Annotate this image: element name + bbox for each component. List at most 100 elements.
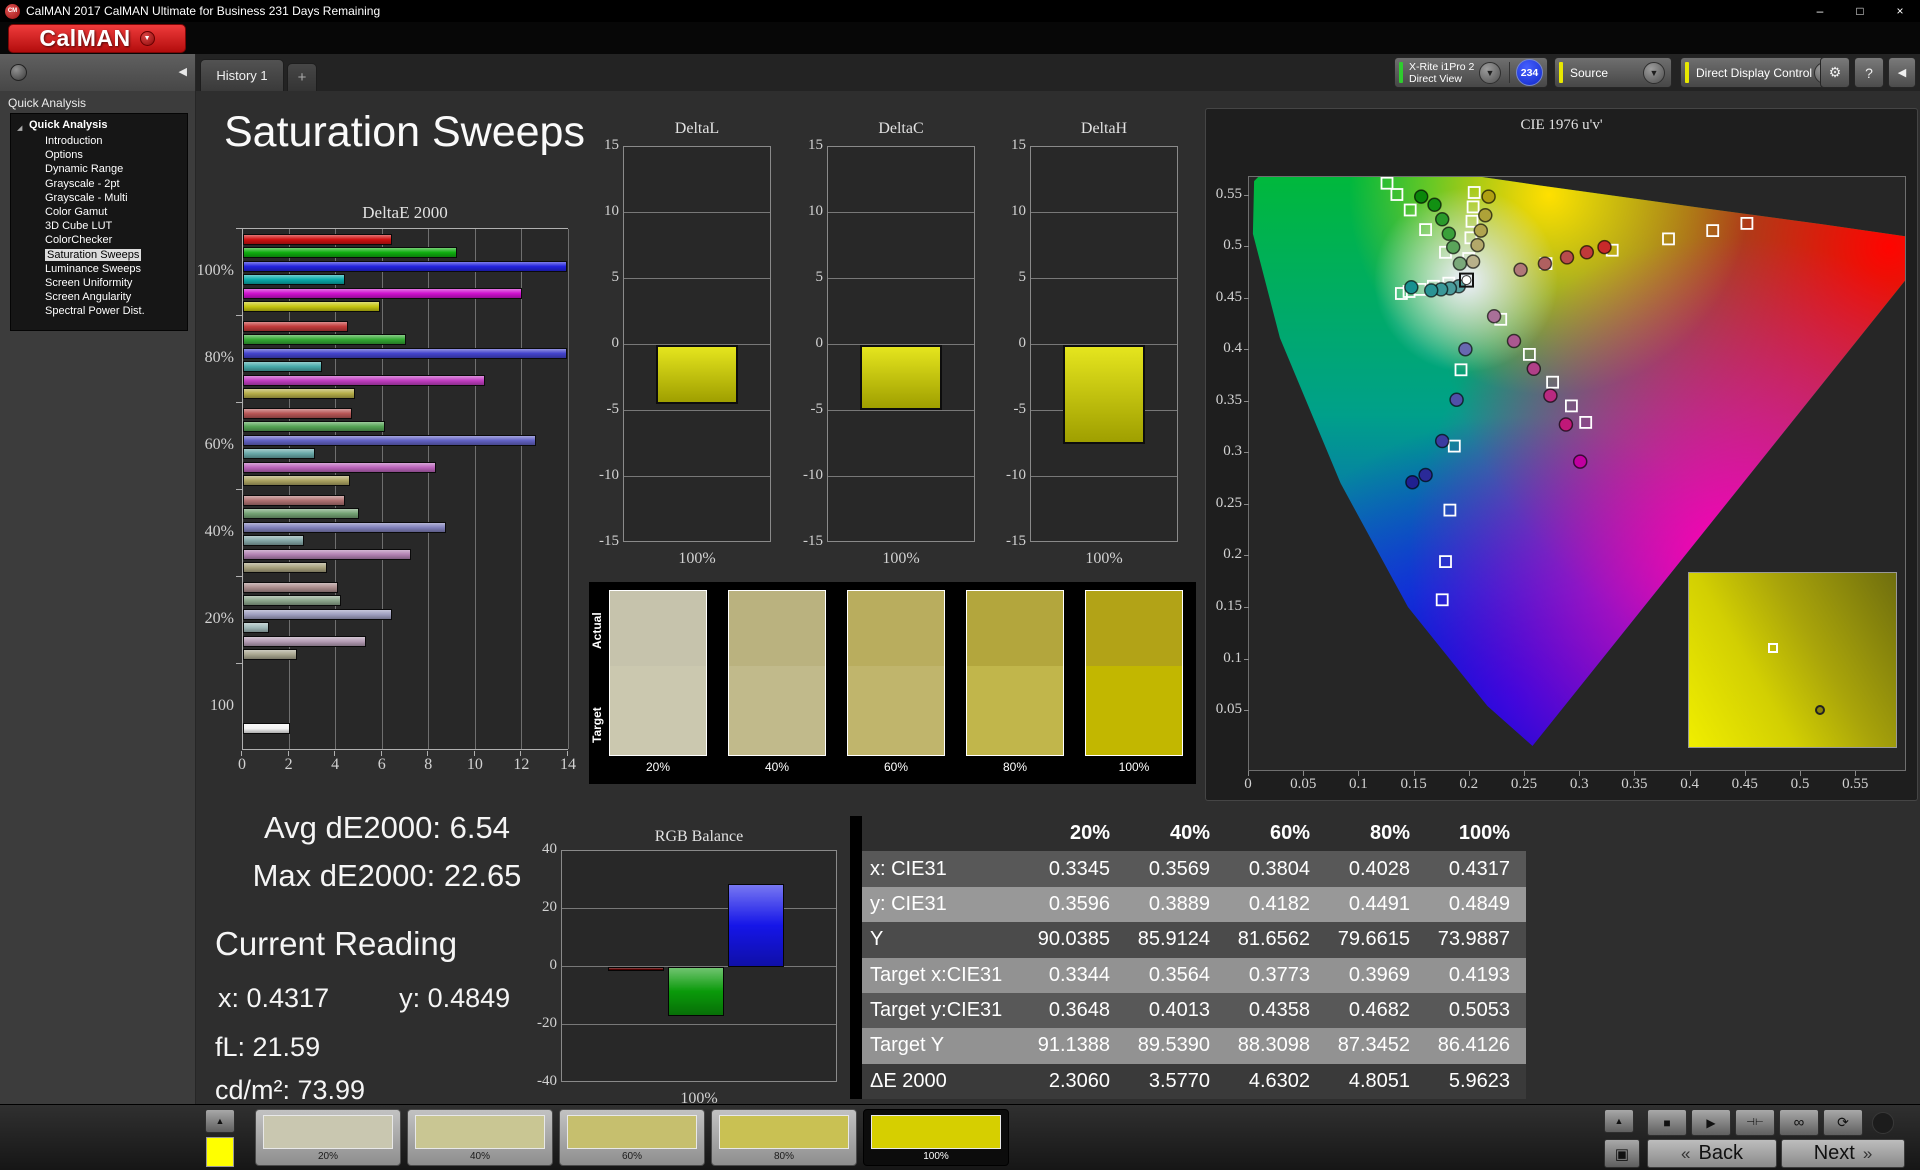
refresh-button[interactable]: ⟳ <box>1823 1109 1863 1136</box>
table-cell: 0.4317 <box>1448 857 1510 880</box>
pattern-button-60%[interactable]: 60% <box>559 1109 705 1166</box>
sidebar-item-luminance-sweeps[interactable]: Luminance Sweeps <box>45 262 142 275</box>
ytick-label: -5 <box>810 401 824 417</box>
ytick-label: 15 <box>1011 137 1026 153</box>
pattern-expand-button[interactable]: ▲ <box>205 1109 235 1133</box>
gridline <box>624 410 770 411</box>
calman-logo-menu[interactable]: CalMAN ▼ <box>8 24 186 53</box>
sidebar-item-spectral-power-dist-[interactable]: Spectral Power Dist. <box>45 305 145 318</box>
ytick-label: 20 <box>542 899 557 915</box>
cie-xtick-label: 0.5 <box>1790 776 1810 792</box>
close-button[interactable]: × <box>1896 4 1904 18</box>
deltac-bar <box>860 345 942 410</box>
sidebar-item-3d-cube-lut[interactable]: 3D Cube LUT <box>45 220 113 233</box>
gridline <box>828 344 974 345</box>
table-cell: 0.4849 <box>1448 892 1510 915</box>
maximize-button[interactable]: □ <box>1856 4 1864 18</box>
pattern-bar: ▲ ▲ ■ ▶ ⊣⊢ ∞ ⟳ ▣ « Back Next » 20% 40% 60%… <box>0 1104 1920 1170</box>
tree-root-quick-analysis[interactable]: ◢ Quick Analysis <box>11 118 187 134</box>
deltae-bar <box>243 234 393 245</box>
axis-tick <box>236 315 242 316</box>
swatch-column-label: 20% <box>645 760 671 774</box>
table-header-cell: 60% <box>1269 822 1310 845</box>
cie-target-square <box>1419 223 1433 236</box>
tab-history-1[interactable]: History 1 <box>200 59 284 91</box>
meter-dropdown[interactable]: X-Rite i1Pro 2 Direct View ▼ 234 <box>1394 57 1548 88</box>
next-chevron-icon: » <box>1862 1143 1873 1163</box>
cie-measurement-circle <box>1427 197 1442 213</box>
sidebar-collapse-icon[interactable]: ◀ <box>178 66 187 78</box>
logo-text: CalMAN <box>39 25 131 51</box>
window-mode-button[interactable]: ▣ <box>1604 1139 1640 1168</box>
cie-measurement-circle <box>1434 433 1450 449</box>
sidebar-item-introduction[interactable]: Introduction <box>45 135 103 147</box>
table-cell: 0.3804 <box>1248 857 1310 880</box>
axis-tick <box>1579 771 1581 776</box>
cie-xtick-label: 0.05 <box>1290 776 1317 792</box>
ytick-label: -20 <box>537 1015 557 1031</box>
meter-count-badge[interactable]: 234 <box>1516 59 1543 86</box>
cie-measurement-circle <box>1418 467 1433 483</box>
ytick-label: 40 <box>542 841 557 857</box>
deltae-bar <box>243 374 486 386</box>
next-button[interactable]: Next » <box>1781 1139 1905 1168</box>
sidebar-item-dynamic-range[interactable]: Dynamic Range <box>45 163 124 176</box>
target-swatch <box>848 666 944 755</box>
chevron-left-icon: ◀ <box>1897 67 1907 79</box>
pattern-button-20%[interactable]: 20% <box>255 1109 401 1166</box>
pattern-button-80%[interactable]: 80% <box>711 1109 857 1166</box>
xaxis-label: 100% <box>680 1090 718 1107</box>
workflow-dot-button[interactable] <box>10 64 27 81</box>
cie-measurement-circle <box>1559 250 1575 265</box>
deltah-plot <box>1030 146 1178 542</box>
sidebar-item-grayscale-multi[interactable]: Grayscale - Multi <box>45 191 128 204</box>
target-swatch <box>729 666 825 755</box>
panel-collapse-button[interactable]: ◀ <box>1888 57 1916 88</box>
sidebar-item-screen-uniformity[interactable]: Screen Uniformity <box>45 276 133 289</box>
ytick-label: 10 <box>808 203 823 219</box>
continuous-button[interactable]: ∞ <box>1779 1109 1819 1136</box>
source-dropdown[interactable]: Source ▼ <box>1554 57 1672 88</box>
actual-target-swatch-strip: Actual Target 20% 40% 60% 80% 100% <box>589 582 1196 784</box>
pattern-button-100%[interactable]: 100% <box>863 1109 1009 1166</box>
cie-measurement-circle <box>1470 237 1485 253</box>
back-button[interactable]: « Back <box>1647 1139 1777 1168</box>
settings-button[interactable]: ⚙ <box>1820 57 1850 88</box>
axis-tick <box>1468 771 1470 776</box>
cie-ytick-label: 0.05 <box>1215 701 1242 718</box>
deltae-bar <box>243 508 360 520</box>
play-button[interactable]: ▶ <box>1691 1109 1731 1136</box>
table-cell: 0.4358 <box>1248 999 1310 1022</box>
deltae-xtick-label: 4 <box>331 756 340 773</box>
deltae-xtick-label: 10 <box>466 756 483 773</box>
sidebar-item-color-gamut[interactable]: Color Gamut <box>45 205 108 218</box>
transport-expand-button[interactable]: ▲ <box>1604 1109 1634 1133</box>
axis-tick <box>334 751 336 756</box>
ytick-label: 15 <box>808 137 823 153</box>
cie-measurement-circle <box>1452 256 1468 271</box>
cie-measurement-circle <box>1572 454 1588 469</box>
table-row-label: ΔE 2000 <box>870 1069 947 1092</box>
table-cell: 2.3060 <box>1048 1069 1110 1092</box>
axis-tick <box>427 751 429 756</box>
sidebar-item-screen-angularity[interactable]: Screen Angularity <box>45 291 132 304</box>
display-control-dropdown[interactable]: Direct Display Control ▼ <box>1680 57 1842 88</box>
sidebar-item-grayscale-2pt[interactable]: Grayscale - 2pt <box>45 177 120 190</box>
axis-tick <box>1634 771 1636 776</box>
workflow-tree: ◢ Quick Analysis Introduction Options Dyna… <box>10 113 188 331</box>
cie-target-square <box>1466 200 1480 214</box>
cie-measurement-circle <box>1405 474 1420 490</box>
table-row: ΔE 2000 2.3060 3.5770 4.6302 4.8051 5.9623 <box>862 1063 1526 1099</box>
sidebar-item-colorchecker[interactable]: ColorChecker <box>45 234 113 247</box>
sidebar-item-options[interactable]: Options <box>45 149 83 162</box>
cie-measurement-circle <box>1537 256 1553 271</box>
table-cell: 4.6302 <box>1248 1069 1310 1092</box>
pattern-button-40%[interactable]: 40% <box>407 1109 553 1166</box>
help-button[interactable]: ? <box>1854 57 1884 88</box>
xaxis-label: 100% <box>678 550 716 567</box>
sidebar-item-saturation-sweeps[interactable]: Saturation Sweeps <box>45 248 142 261</box>
minimize-button[interactable]: – <box>1816 4 1824 18</box>
add-tab-button[interactable]: + <box>287 63 317 91</box>
stop-button[interactable]: ■ <box>1647 1109 1687 1136</box>
step-button[interactable]: ⊣⊢ <box>1735 1109 1775 1136</box>
